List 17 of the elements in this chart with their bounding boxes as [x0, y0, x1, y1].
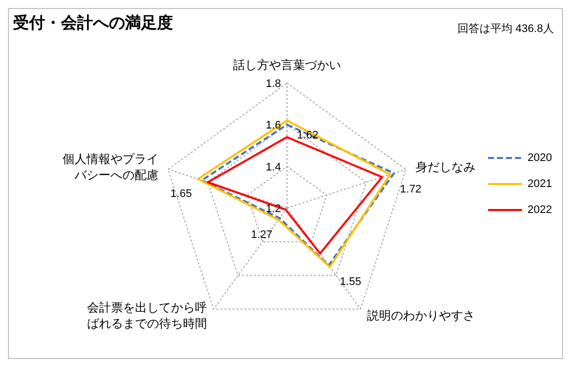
spoke-label: 話し方や言葉づかい — [233, 58, 341, 72]
y-tick-label: 1.4 — [266, 161, 281, 174]
spoke-label: 個人情報やプライバシーへの配慮 — [62, 152, 159, 182]
y-tick-label: 1.8 — [266, 78, 281, 90]
spoke-label: 身だしなみ — [415, 160, 476, 174]
data-label: 1.65 — [170, 188, 192, 200]
legend-label: 2020 — [528, 152, 552, 164]
legend-label: 2022 — [528, 204, 552, 216]
data-label: 1.72 — [400, 184, 422, 196]
text: 回答は平均 436.8人 — [457, 22, 554, 36]
spoke-label: 会計票を出してから呼ばれるまでの待ち時間 — [86, 300, 207, 331]
data-label: 1.27 — [251, 228, 272, 241]
spoke-label: 説明のわかりやすさ — [367, 308, 476, 323]
y-tick-label: 1.2 — [266, 203, 281, 215]
legend-label: 2021 — [528, 178, 552, 190]
data-label: 1.55 — [340, 276, 362, 288]
chart-title: 受付・会計への満足度 — [13, 13, 173, 34]
